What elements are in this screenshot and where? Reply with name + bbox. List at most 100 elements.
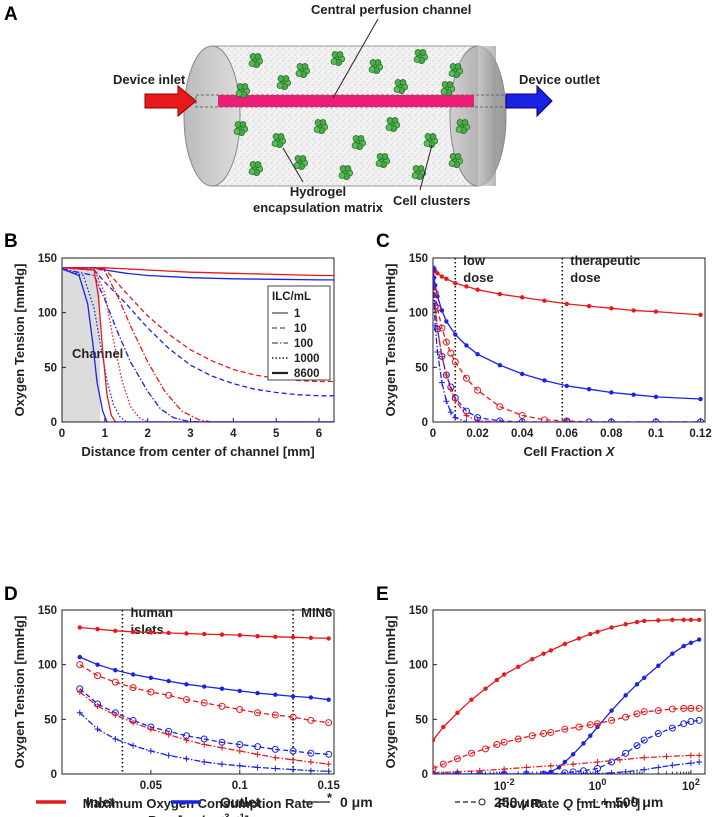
panel-e-point-outlet-0: [642, 675, 647, 680]
panel-e-point-outlet-500: [655, 764, 662, 771]
panel-a-label: A: [4, 4, 18, 25]
panel-c-point-inlet-0: [542, 298, 547, 303]
panel-c-ref-label-2: dose: [570, 270, 600, 285]
panel-c-point-inlet-0: [586, 303, 592, 309]
panel-d-series-outlet-0: [79, 656, 329, 701]
panel-d-ytick-label: 100: [38, 660, 57, 672]
panel-d-point-outlet-250: [254, 743, 262, 751]
panel-c-point-inlet-0: [609, 306, 614, 311]
panel-c-point-outlet-500: [463, 419, 470, 422]
panel-c-xtick-label: 0.04: [511, 428, 534, 440]
panel-d-point-inlet-250: [254, 709, 262, 717]
panel-e-point-inlet-0: [576, 636, 582, 641]
panel-e-point-inlet-0: [656, 618, 661, 623]
panel-e-point-inlet-250: [687, 704, 695, 712]
panel-e-point-inlet-250: [680, 704, 688, 712]
legend-0um-label: 0 μm: [340, 794, 373, 810]
panel-b-legend-item: 1000: [294, 353, 320, 365]
panel-d-point-outlet-0: [308, 695, 314, 700]
panel-d-point-outlet-250: [236, 740, 244, 748]
panel-d-point-outlet-0: [166, 678, 171, 684]
panel-c-point-inlet-250: [496, 403, 504, 411]
legend-500um-label: 500 μm: [615, 794, 663, 810]
panel-d-point-outlet-0: [184, 682, 189, 687]
panel-e-point-inlet-250: [433, 765, 437, 773]
panel-b-xtick-label: 6: [316, 428, 322, 440]
panel-c-point-outlet-0: [439, 308, 445, 313]
panel-d: D 0 50 100 150 0.05 0.1 0.15 Oxygen Tension [mmH…: [4, 584, 340, 817]
panel-e-point-inlet-0: [642, 618, 647, 624]
panel-d-series-group: [76, 625, 333, 774]
panel-c-point-inlet-0: [564, 301, 569, 307]
panel-c-point-inlet-250: [447, 349, 455, 357]
panel-e-point-inlet-500: [594, 758, 601, 765]
panel-e-xlabel: Flow Rate Q [mL·min-1]: [498, 795, 640, 811]
panel-e-point-inlet-250: [640, 708, 648, 716]
panel-c-point-outlet-500: [608, 419, 615, 422]
panel-a: A: [4, 2, 601, 215]
panel-e-point-outlet-0: [609, 708, 614, 713]
panel-e-point-outlet-500: [594, 770, 601, 774]
panel-e-point-outlet-250: [540, 770, 548, 774]
panel-c-point-outlet-0: [464, 343, 469, 348]
panel-e-point-inlet-250: [439, 760, 447, 768]
panel-c-xlabel: Cell Fraction X: [523, 444, 615, 459]
panel-d-point-outlet-500: [165, 752, 172, 759]
panel-e-point-outlet-250: [680, 720, 688, 728]
panel-c-xtick-label: 0.06: [556, 428, 578, 440]
figure-legend: Inlet Outlet * 0 μm 250 μm + 500 μm: [36, 790, 663, 810]
panel-b-series-inlet-1000: [62, 267, 334, 422]
panel-e-point-inlet-0: [515, 664, 521, 670]
panel-e-point-outlet-250: [668, 724, 676, 732]
panel-c-xtick-label: 0: [430, 428, 436, 440]
panel-b-xtick-label: 1: [102, 428, 109, 440]
legend-outlet-label: Outlet: [220, 794, 261, 810]
panel-e-point-outlet-500: [608, 769, 615, 774]
panel-c-point-outlet-500: [474, 419, 481, 422]
central-channel: [218, 95, 474, 107]
panel-e-point-inlet-500: [476, 767, 483, 774]
panel-c-point-inlet-0: [653, 309, 659, 314]
channel-pointer: [332, 18, 379, 99]
panel-c-point-outlet-0: [497, 362, 503, 368]
panel-d-point-outlet-500: [325, 768, 332, 774]
panel-c-point-outlet-0: [609, 390, 614, 395]
panel-e-point-inlet-250: [540, 730, 548, 738]
panel-c-point-inlet-500: [433, 305, 439, 312]
panel-d-ylabel: Oxygen Tension [mmHg]: [12, 616, 27, 769]
panel-d-point-outlet-0: [77, 654, 82, 660]
panel-c-point-outlet-0: [444, 319, 449, 324]
panel-e-point-outlet-500: [641, 766, 648, 773]
panel-e-point-inlet-250: [654, 707, 662, 715]
panel-e-point-inlet-0: [681, 617, 686, 623]
panel-c-point-outlet-500: [438, 379, 445, 386]
panel-e-point-outlet-0: [588, 733, 593, 738]
panel-e-point-outlet-250: [654, 730, 662, 738]
panel-c-point-outlet-500: [452, 414, 459, 421]
panel-e-point-outlet-0: [581, 741, 586, 746]
panel-e-point-outlet-250: [633, 742, 641, 750]
panel-e-point-outlet-250: [569, 768, 577, 774]
panel-d-point-outlet-500: [236, 762, 243, 769]
panel-e-point-outlet-250: [640, 736, 648, 744]
panel-c-point-inlet-0: [444, 276, 449, 281]
panel-e-point-inlet-500: [663, 753, 670, 760]
panel-d-point-inlet-0: [166, 630, 171, 636]
panel-c-point-outlet-0: [631, 392, 636, 397]
panel-d-series-inlet-500: [79, 691, 329, 765]
panel-c-point-inlet-500: [452, 397, 459, 404]
panel-b-ytick-label: 100: [38, 308, 57, 320]
panel-c-point-inlet-250: [442, 338, 450, 346]
panel-e-point-inlet-500: [687, 752, 694, 759]
panel-e-point-inlet-500: [433, 769, 436, 774]
hydrogel-pointer: [282, 147, 304, 183]
panel-d-point-inlet-500: [94, 703, 101, 710]
panel-d-point-inlet-0: [184, 631, 189, 636]
panel-d-point-inlet-500: [307, 758, 314, 765]
panel-b-xtick-label: 4: [230, 428, 237, 440]
panel-c-point-outlet-0: [519, 371, 525, 377]
panel-c-xtick-label: 0.1: [648, 428, 665, 440]
panel-b-label: B: [4, 231, 18, 252]
panel-e-point-inlet-250: [528, 732, 536, 740]
panel-b-ytick-label: 50: [44, 362, 57, 374]
